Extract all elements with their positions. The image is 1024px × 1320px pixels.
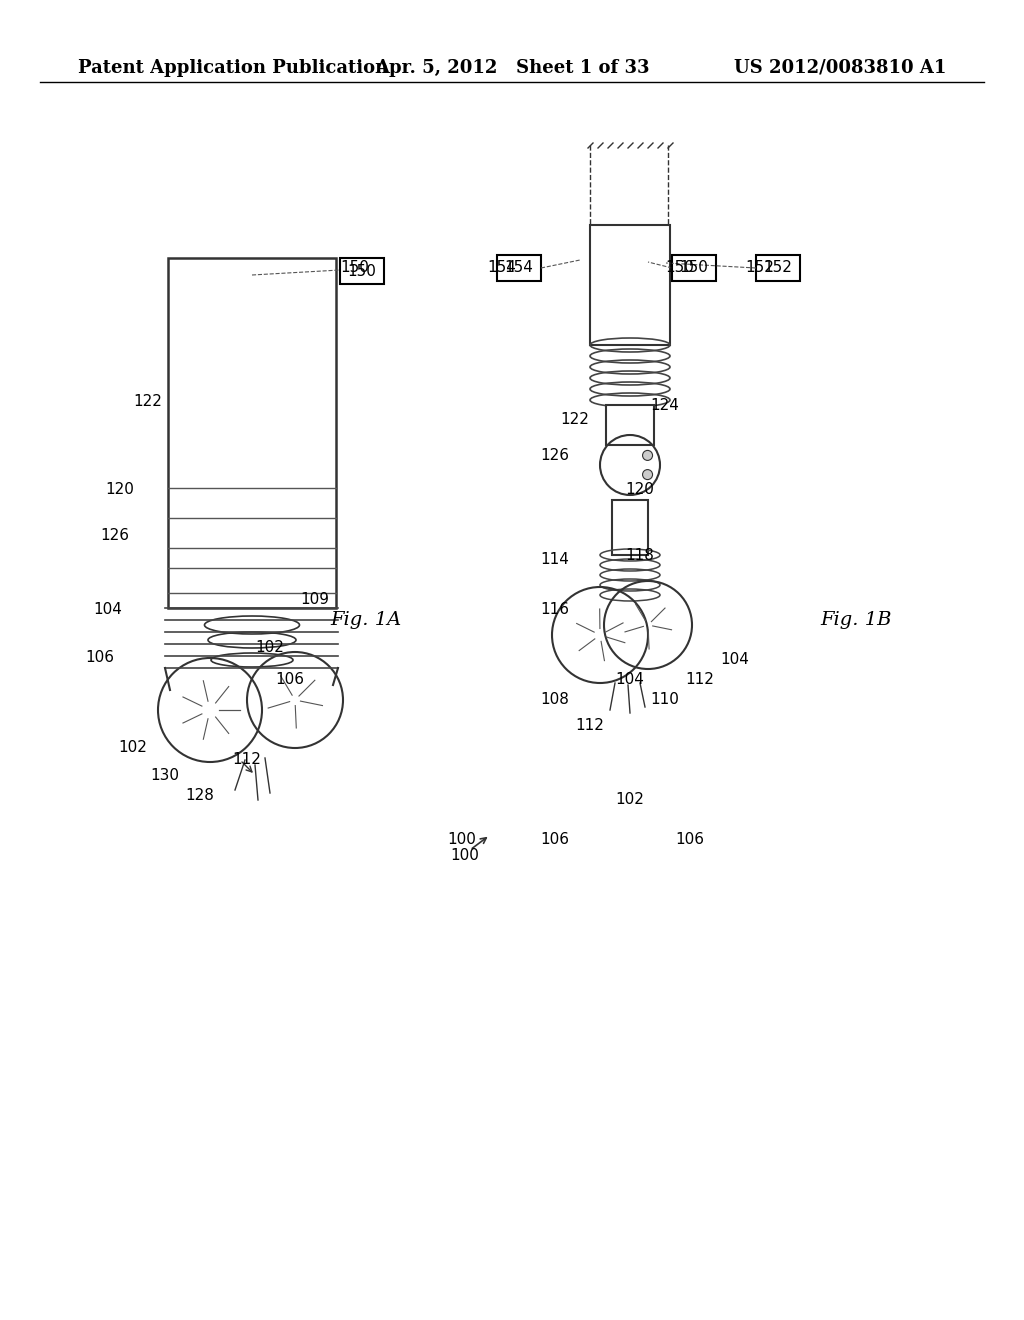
- Text: 102: 102: [615, 792, 644, 808]
- Text: 106: 106: [541, 833, 569, 847]
- Text: Apr. 5, 2012   Sheet 1 of 33: Apr. 5, 2012 Sheet 1 of 33: [375, 59, 649, 77]
- Text: 150: 150: [680, 260, 709, 276]
- Text: Fig. 1B: Fig. 1B: [820, 611, 892, 630]
- Text: 154: 154: [487, 260, 516, 276]
- Text: US 2012/0083810 A1: US 2012/0083810 A1: [733, 59, 946, 77]
- Text: Patent Application Publication: Patent Application Publication: [78, 59, 388, 77]
- FancyBboxPatch shape: [612, 500, 648, 554]
- Text: 128: 128: [185, 788, 214, 803]
- Text: 106: 106: [676, 833, 705, 847]
- Text: 122: 122: [133, 395, 163, 409]
- Text: 122: 122: [560, 412, 590, 428]
- Text: 112: 112: [575, 718, 604, 733]
- Circle shape: [642, 470, 652, 479]
- Text: 108: 108: [541, 693, 569, 708]
- Text: 102: 102: [119, 741, 147, 755]
- FancyBboxPatch shape: [606, 405, 654, 445]
- Text: 124: 124: [650, 397, 680, 412]
- Circle shape: [642, 450, 652, 461]
- FancyBboxPatch shape: [168, 257, 336, 609]
- Text: 102: 102: [256, 640, 285, 656]
- Bar: [672, 255, 716, 281]
- Text: 126: 126: [541, 447, 569, 462]
- Text: Fig. 1A: Fig. 1A: [330, 611, 401, 630]
- Text: 104: 104: [721, 652, 750, 668]
- Text: 120: 120: [626, 483, 654, 498]
- Text: 154: 154: [505, 260, 534, 276]
- Text: 152: 152: [745, 260, 774, 276]
- Text: 106: 106: [85, 651, 115, 665]
- Text: 118: 118: [626, 548, 654, 562]
- Text: 100: 100: [451, 847, 479, 862]
- Text: 104: 104: [93, 602, 123, 618]
- Text: 100: 100: [447, 833, 476, 847]
- Text: 106: 106: [275, 672, 304, 688]
- Text: 116: 116: [541, 602, 569, 618]
- Text: 150: 150: [341, 260, 370, 276]
- Text: 150: 150: [347, 264, 377, 279]
- Bar: [497, 255, 541, 281]
- Text: 114: 114: [541, 553, 569, 568]
- Text: 130: 130: [151, 767, 179, 783]
- Text: 112: 112: [232, 752, 261, 767]
- Text: 152: 152: [764, 260, 793, 276]
- Text: 109: 109: [300, 593, 330, 607]
- Bar: [756, 255, 800, 281]
- Text: 126: 126: [100, 528, 129, 543]
- Text: 112: 112: [685, 672, 715, 688]
- Bar: [340, 257, 384, 284]
- Text: 120: 120: [105, 483, 134, 498]
- Text: 110: 110: [650, 693, 680, 708]
- Text: 104: 104: [615, 672, 644, 688]
- Text: 150: 150: [666, 260, 694, 276]
- FancyBboxPatch shape: [590, 224, 670, 345]
